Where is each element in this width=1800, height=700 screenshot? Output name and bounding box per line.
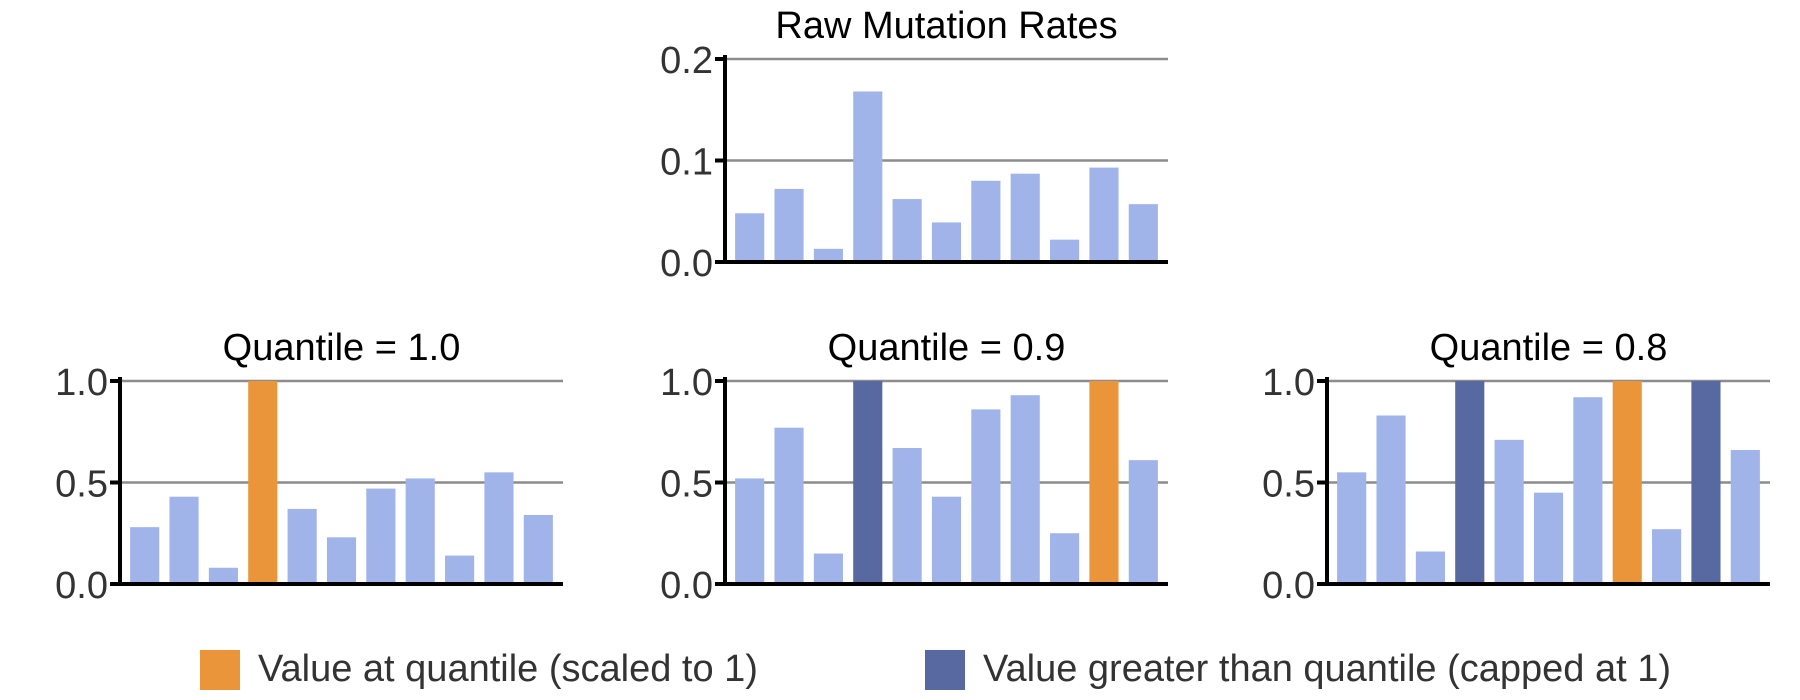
raw-mutation-rates-bar: [813, 248, 843, 262]
quantile-0-8-bar: [1533, 492, 1564, 584]
quantile-1-0-bar: [287, 508, 317, 584]
quantile-1-0-bar: [208, 567, 238, 584]
raw-mutation-rates-bar: [1010, 173, 1040, 262]
quantile-1-0-y-tick-label: 0.5: [55, 464, 108, 506]
quantile-1-0-bar: [130, 527, 160, 584]
raw-mutation-rates-y-tick-label: 0.2: [660, 40, 713, 82]
quantile-0-8-bar: [1455, 381, 1485, 584]
legend-item-capped: Value greater than quantile (capped at 1…: [925, 648, 1671, 691]
raw-mutation-rates-bar: [1128, 204, 1158, 262]
quantile-0-9-y-tick-label: 0.5: [660, 464, 713, 506]
quantile-0-8-bar: [1573, 397, 1603, 584]
legend-label-capped: Value greater than quantile (capped at 1…: [983, 648, 1671, 690]
quantile-0-8-bar: [1494, 439, 1524, 584]
quantile-1-0-bar: [523, 514, 553, 584]
quantile-0-8-y-tick-label: 0.0: [1262, 565, 1315, 607]
quantile-0-9-y-tick-label: 1.0: [660, 362, 713, 404]
quantile-0-8-bar: [1612, 381, 1642, 584]
quantile-1-0-bar: [445, 555, 475, 584]
quantile-0-9-bar: [735, 478, 765, 584]
quantile-0-8-bar: [1376, 415, 1406, 584]
raw-mutation-rates-bar: [735, 213, 765, 262]
quantile-0-9-y-tick-label: 0.0: [660, 565, 713, 607]
quantile-0-9-bar: [1089, 381, 1119, 584]
raw-mutation-rates-bar: [931, 222, 962, 262]
quantile-1-0-y-tick-label: 1.0: [55, 362, 108, 404]
quantile-0-9-bar: [931, 496, 962, 584]
quantile-0-9-bar: [1128, 460, 1158, 584]
legend-swatch-at-quantile: [200, 649, 240, 690]
quantile-1-0-y-tick-label: 0.0: [55, 565, 108, 607]
quantile-1-0-bar: [366, 488, 396, 584]
quantile-0-9-bar: [892, 447, 922, 584]
raw-mutation-rates-y-tick-label: 0.0: [660, 243, 713, 285]
raw-mutation-rates-bar: [892, 199, 922, 262]
raw-mutation-rates-bar: [853, 91, 883, 262]
quantile-0-9-bar: [1050, 533, 1080, 584]
quantile-1-0-bar: [248, 381, 278, 584]
raw-mutation-rates-bar: [1089, 167, 1119, 262]
quantile-0-9-bar: [853, 381, 883, 584]
raw-mutation-rates-bar: [971, 180, 1001, 262]
quantile-0-9-bar: [774, 427, 804, 584]
raw-mutation-rates-y-tick-label: 0.1: [660, 142, 713, 184]
quantile-0-9-bar: [1010, 395, 1040, 584]
raw-mutation-rates-bar: [1050, 239, 1080, 262]
quantile-0-8-title: Quantile = 0.8: [1430, 327, 1668, 369]
quantile-1-0-title: Quantile = 1.0: [223, 327, 461, 369]
quantile-1-0-bar: [326, 537, 357, 584]
quantile-0-8-bar: [1730, 450, 1760, 584]
quantile-0-8-bar: [1415, 551, 1445, 584]
quantile-0-8-bar: [1691, 381, 1721, 584]
raw-mutation-rates-title: Raw Mutation Rates: [775, 5, 1117, 47]
quantile-0-9-title: Quantile = 0.9: [828, 327, 1066, 369]
raw-mutation-rates-bar: [774, 188, 804, 262]
legend-item-at-quantile: Value at quantile (scaled to 1): [200, 648, 758, 691]
quantile-0-8-bar: [1652, 529, 1682, 584]
legend-swatch-capped: [925, 649, 965, 690]
quantile-0-8-y-tick-label: 0.5: [1262, 464, 1315, 506]
quantile-1-0-bar: [169, 496, 199, 584]
quantile-0-9-bar: [813, 553, 843, 584]
quantile-1-0-bar: [405, 478, 435, 584]
quantile-0-9-bar: [971, 409, 1001, 584]
legend-label-at-quantile: Value at quantile (scaled to 1): [258, 648, 758, 690]
quantile-0-8-bar: [1337, 472, 1367, 584]
quantile-1-0-bar: [484, 472, 514, 584]
quantile-0-8-y-tick-label: 1.0: [1262, 362, 1315, 404]
